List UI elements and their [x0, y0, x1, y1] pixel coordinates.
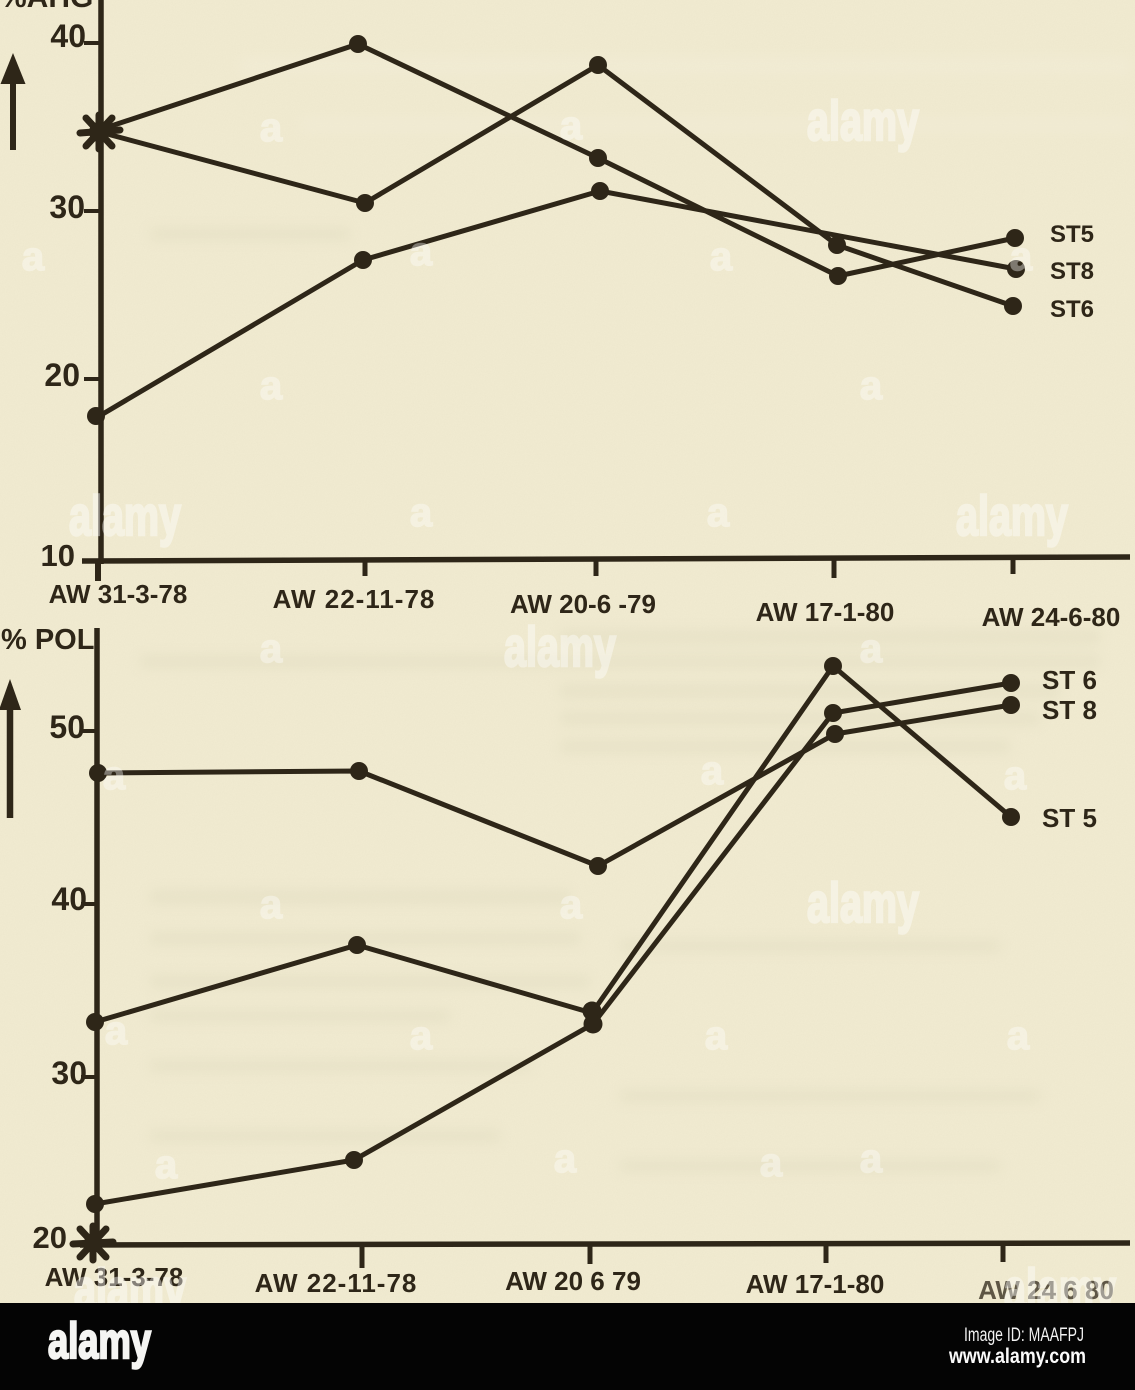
- svg-text:40: 40: [50, 18, 86, 54]
- svg-text:a: a: [560, 104, 583, 148]
- svg-text:20: 20: [33, 1220, 67, 1255]
- svg-text:ST 5: ST 5: [1042, 803, 1097, 833]
- svg-text:50: 50: [49, 709, 85, 745]
- svg-text:a: a: [260, 106, 283, 150]
- svg-text:a: a: [860, 1137, 883, 1181]
- svg-text:a: a: [260, 883, 283, 927]
- svg-text:40: 40: [51, 881, 87, 917]
- svg-text:a: a: [760, 1141, 783, 1185]
- svg-text:AW 17-1-80: AW 17-1-80: [746, 1269, 885, 1299]
- svg-text:ST 8: ST 8: [1042, 695, 1097, 725]
- svg-text:AW 20-6 -79: AW 20-6 -79: [510, 589, 656, 619]
- svg-text:AW 22-11-78: AW 22-11-78: [255, 1268, 418, 1298]
- svg-text:a: a: [554, 1137, 577, 1181]
- svg-text:a: a: [105, 1009, 128, 1053]
- svg-text:ST8: ST8: [1050, 258, 1094, 285]
- svg-text:a: a: [260, 627, 283, 671]
- svg-text:a: a: [860, 364, 883, 408]
- svg-text:a: a: [1007, 1014, 1030, 1058]
- svg-text:AW 31-3-78: AW 31-3-78: [45, 1262, 184, 1292]
- svg-text:AW 22-11-78: AW 22-11-78: [273, 584, 436, 614]
- svg-text:AW 17-1-80: AW 17-1-80: [756, 597, 895, 627]
- svg-text:a: a: [860, 627, 883, 671]
- svg-text:ST5: ST5: [1050, 221, 1094, 248]
- svg-text:10: 10: [41, 538, 75, 573]
- svg-text:a: a: [1004, 754, 1027, 798]
- svg-text:a: a: [710, 235, 733, 279]
- svg-text:AW 24 6 80: AW 24 6 80: [978, 1275, 1114, 1305]
- svg-text:a: a: [701, 749, 724, 793]
- svg-text:ST 6: ST 6: [1042, 665, 1097, 695]
- svg-text:alamy: alamy: [956, 484, 1068, 547]
- svg-text:a: a: [707, 491, 730, 535]
- svg-text:% POL: % POL: [1, 624, 94, 656]
- svg-text:www.alamy.com: www.alamy.com: [948, 1345, 1086, 1368]
- svg-text:a: a: [1010, 235, 1033, 279]
- svg-text:30: 30: [49, 189, 85, 225]
- svg-text:a: a: [155, 1143, 178, 1187]
- svg-text:alamy: alamy: [504, 615, 616, 678]
- svg-text:Image ID: MAAFPJ: Image ID: MAAFPJ: [964, 1325, 1084, 1346]
- svg-text:a: a: [410, 1014, 433, 1058]
- svg-text:a: a: [22, 235, 45, 279]
- svg-text:a: a: [260, 364, 283, 408]
- svg-text:a: a: [410, 491, 433, 535]
- svg-text:AW 24-6-80: AW 24-6-80: [982, 602, 1121, 632]
- svg-text:alamy: alamy: [807, 89, 919, 152]
- svg-text:%AHG: %AHG: [0, 0, 93, 14]
- svg-text:a: a: [103, 754, 126, 798]
- svg-text:alamy: alamy: [807, 871, 919, 934]
- svg-text:alamy: alamy: [69, 484, 181, 547]
- svg-text:a: a: [410, 230, 433, 274]
- svg-text:AW 20 6 79: AW 20 6 79: [505, 1266, 641, 1296]
- svg-text:a: a: [705, 1014, 728, 1058]
- svg-text:20: 20: [44, 357, 80, 393]
- svg-text:AW 31-3-78: AW 31-3-78: [49, 579, 188, 609]
- svg-text:30: 30: [51, 1055, 87, 1091]
- svg-text:alamy: alamy: [48, 1313, 151, 1369]
- svg-text:ST6: ST6: [1050, 296, 1094, 323]
- svg-text:a: a: [560, 883, 583, 927]
